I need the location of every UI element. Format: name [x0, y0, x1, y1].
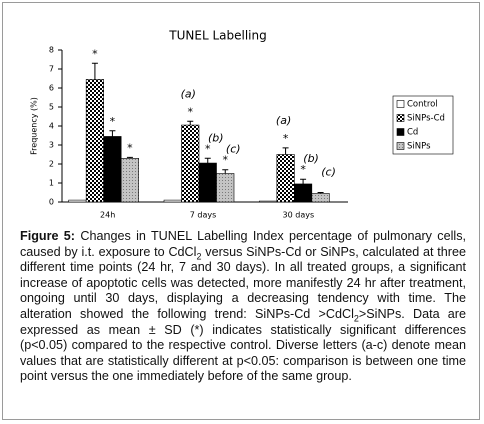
group-letter: (b): [208, 131, 224, 144]
significance-star: *: [205, 142, 211, 155]
legend-swatch: [396, 114, 405, 122]
error-bar: [126, 156, 133, 159]
error-bar: [109, 130, 116, 137]
significance-star: *: [110, 115, 116, 128]
error-bar: [222, 169, 229, 174]
caption-text: versus SiNPs-Cd or SiNPs, calculated at …: [20, 244, 466, 321]
bar: [85, 79, 104, 203]
caption: Figure 5: Changes in TUNEL Labelling Ind…: [20, 229, 466, 385]
significance-star: *: [188, 105, 194, 118]
error-bar: [91, 62, 98, 80]
caption-subscript: 2: [196, 251, 202, 262]
x-tick-label: 7 days: [190, 211, 217, 220]
y-tick-label: 8: [49, 46, 54, 55]
legend-label: Cd: [407, 128, 418, 138]
bar: [259, 200, 278, 203]
caption-subscript: 2: [353, 313, 359, 324]
bar: [181, 124, 200, 203]
bar: [216, 173, 235, 203]
caption-label: Figure 5:: [20, 229, 76, 243]
significance-star: *: [300, 163, 306, 176]
error-bar: [204, 157, 211, 164]
significance-star: *: [127, 141, 133, 154]
chart-title: TUNEL Labelling: [168, 29, 266, 43]
legend-swatch: [396, 128, 405, 136]
group-letter: (a): [276, 114, 291, 127]
y-tick-label: 3: [49, 141, 54, 150]
x-tick-label: 24h: [100, 211, 115, 220]
bar: [294, 183, 313, 203]
legend-label: SiNPs-Cd: [407, 114, 445, 124]
y-tick-label: 4: [49, 122, 54, 131]
group-letter: (c): [321, 166, 336, 179]
significance-star: *: [92, 47, 98, 60]
significance-star: *: [283, 132, 289, 145]
error-bar: [187, 120, 194, 126]
group-letter: (b): [303, 152, 319, 165]
legend-swatch: [396, 100, 405, 108]
error-bar: [300, 178, 307, 184]
error-bar: [282, 147, 289, 155]
significance-star: *: [223, 154, 229, 167]
chart: TUNEL Labelling Frequency (%) 0 1 2 3 4 5 6 7 8 2…: [30, 29, 454, 220]
group-letter: (a): [181, 87, 196, 100]
legend-label: SiNPs: [407, 142, 431, 152]
figure-frame: [2, 2, 480, 420]
legend-label: Control: [407, 100, 438, 110]
bar: [120, 158, 139, 203]
caption-text: >SiNPs. Data are expressed as mean ± SD …: [20, 306, 466, 384]
y-tick-label: 7: [49, 65, 54, 74]
bar: [163, 199, 182, 203]
y-tick-label: 0: [49, 198, 54, 207]
bar: [276, 154, 295, 203]
legend-swatch: [396, 142, 405, 150]
bar: [103, 136, 122, 203]
bar: [198, 162, 217, 203]
y-tick-label: 2: [49, 160, 54, 169]
y-tick-label: 5: [49, 103, 54, 112]
bar: [311, 193, 330, 203]
caption-text: Changes in TUNEL Labelling Index percent…: [20, 229, 466, 259]
y-tick-label: 6: [49, 84, 54, 93]
bar: [68, 199, 87, 203]
group-letter: (c): [226, 143, 241, 156]
y-axis-label: Frequency (%): [30, 97, 39, 155]
y-tick-label: 1: [49, 179, 54, 188]
x-tick-label: 30 days: [283, 211, 315, 220]
error-bar: [317, 192, 324, 194]
